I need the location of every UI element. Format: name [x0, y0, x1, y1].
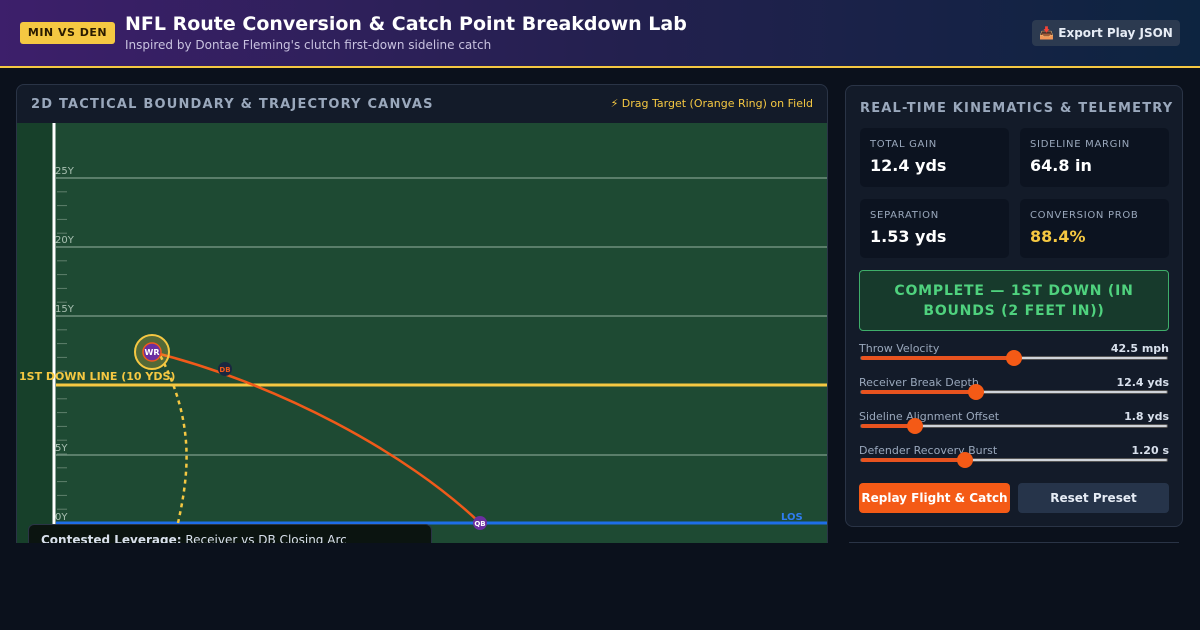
- yard-label: 25Y: [55, 166, 75, 177]
- slider-label: Receiver Break Depth: [859, 376, 979, 389]
- drag-hint: ⚡ Drag Target (Orange Ring) on Field: [610, 97, 813, 110]
- stat-card: CONVERSION PROB 88.4%: [1020, 199, 1169, 258]
- status-banner: COMPLETE — 1ST DOWN (IN BOUNDS (2 FEET I…: [859, 270, 1169, 331]
- yard-label: 5Y: [55, 443, 68, 454]
- stat-value: 64.8 in: [1030, 156, 1092, 175]
- yard-label: 0Y: [55, 512, 68, 523]
- slider-fill: [861, 458, 966, 462]
- slider-label: Throw Velocity: [859, 342, 940, 355]
- stat-value: 1.53 yds: [870, 227, 947, 246]
- stat-label: SEPARATION: [870, 210, 939, 221]
- export-button[interactable]: 📥 Export Play JSON: [1032, 20, 1180, 46]
- header: MIN VS DEN NFL Route Conversion & Catch …: [0, 0, 1200, 68]
- sideline-area: [17, 123, 53, 543]
- slider-fill: [861, 356, 1014, 360]
- slider[interactable]: Throw Velocity 42.5 mph: [859, 342, 1169, 372]
- stat-value: 88.4%: [1030, 227, 1086, 246]
- slider-value: 1.20 s: [1131, 444, 1169, 457]
- telemetry-title: REAL-TIME KINEMATICS & TELEMETRY: [860, 101, 1174, 116]
- slider-label: Sideline Alignment Offset: [859, 410, 1000, 423]
- first-down-label: 1ST DOWN LINE (10 YDS): [19, 370, 175, 383]
- slider-thumb[interactable]: [1006, 350, 1022, 366]
- slider[interactable]: Receiver Break Depth 12.4 yds: [859, 376, 1169, 406]
- slider-track: [860, 384, 1168, 400]
- viewport-bottom: [0, 543, 1200, 630]
- slider[interactable]: Sideline Alignment Offset 1.8 yds: [859, 410, 1169, 440]
- player-label: DB: [219, 366, 230, 374]
- canvas-panel: 2D TACTICAL BOUNDARY & TRAJECTORY CANVAS…: [16, 84, 828, 554]
- stat-label: CONVERSION PROB: [1030, 210, 1139, 221]
- yard-label: 20Y: [55, 235, 75, 246]
- slider-label: Defender Recovery Burst: [859, 444, 998, 457]
- yard-label: 15Y: [55, 304, 75, 315]
- stat-label: TOTAL GAIN: [870, 139, 937, 150]
- qb-marker: [473, 516, 487, 530]
- slider-track: [860, 452, 1168, 468]
- slider-value: 12.4 yds: [1116, 376, 1169, 389]
- yard-labels: 25Y 20Y 15Y 5Y 0Y: [55, 166, 75, 523]
- slider-thumb[interactable]: [957, 452, 974, 468]
- stat-card: SIDELINE MARGIN 64.8 in: [1020, 128, 1169, 187]
- stat-card: TOTAL GAIN 12.4 yds: [860, 128, 1009, 187]
- los-label: LOS: [781, 512, 803, 523]
- stat-label: SIDELINE MARGIN: [1030, 139, 1130, 150]
- player-label: WR: [145, 348, 160, 357]
- player-label: QB: [474, 520, 485, 528]
- replay-button[interactable]: Replay Flight & Catch: [859, 483, 1010, 513]
- stat-card: SEPARATION 1.53 yds: [860, 199, 1009, 258]
- slider-value: 42.5 mph: [1110, 342, 1169, 355]
- slider-value: 1.8 yds: [1124, 410, 1169, 423]
- route-path: [158, 354, 188, 524]
- subtitle: Inspired by Dontae Fleming's clutch firs…: [125, 38, 492, 52]
- canvas-title: 2D TACTICAL BOUNDARY & TRAJECTORY CANVAS: [31, 97, 434, 112]
- page-title: NFL Route Conversion & Catch Point Break…: [125, 13, 687, 35]
- panel-edge: [849, 542, 1179, 543]
- yard-lines: [56, 177, 827, 456]
- field-turf: [17, 123, 827, 543]
- slider-thumb[interactable]: [906, 418, 923, 434]
- slider-fill: [861, 424, 915, 428]
- matchup-badge: MIN VS DEN: [20, 22, 115, 44]
- slider-fill: [861, 390, 976, 394]
- slider-track: [860, 418, 1168, 434]
- slider-track: [860, 350, 1168, 366]
- stat-value: 12.4 yds: [870, 156, 947, 175]
- reset-button[interactable]: Reset Preset: [1018, 483, 1169, 513]
- field: 25Y 20Y 15Y 5Y 0Y 1ST DOWN LINE (10 YDS)…: [17, 123, 827, 543]
- ball-trajectory: [151, 350, 481, 524]
- slider-thumb[interactable]: [967, 384, 984, 400]
- db-marker: [218, 362, 232, 376]
- slider[interactable]: Defender Recovery Burst 1.20 s: [859, 444, 1169, 474]
- wr-marker: [142, 342, 162, 362]
